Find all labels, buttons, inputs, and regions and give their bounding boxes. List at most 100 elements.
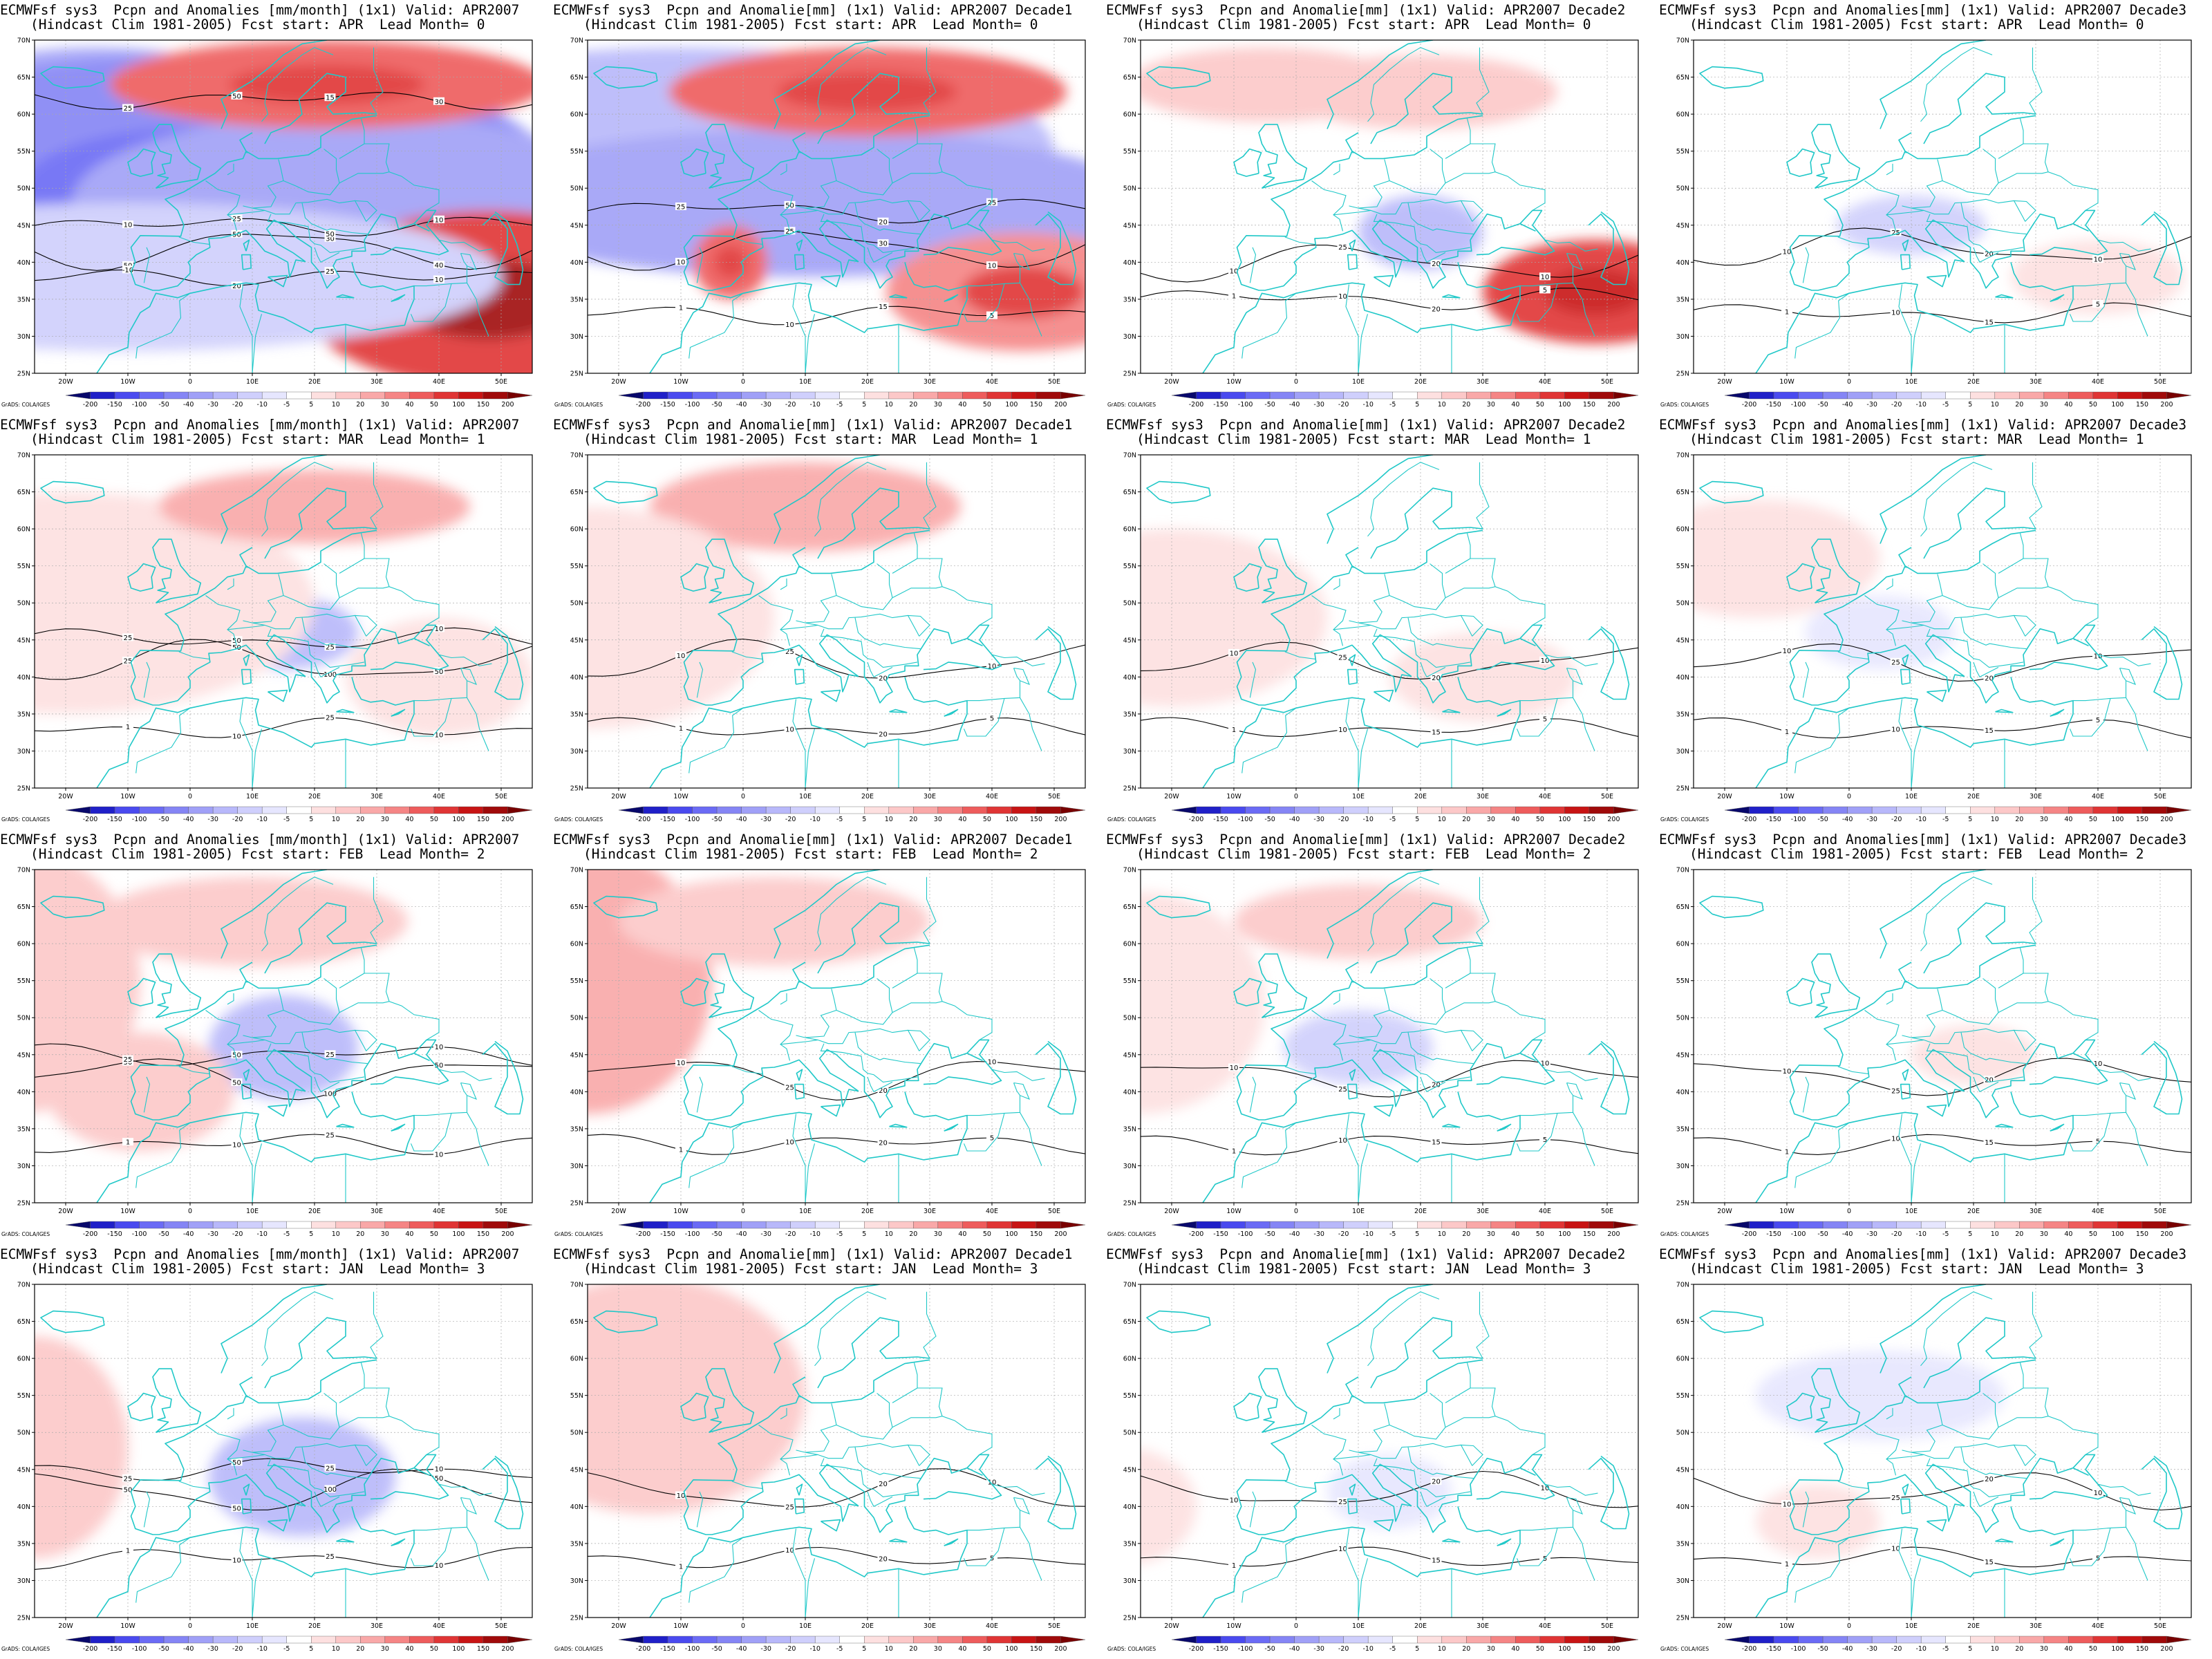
colorbar-label: -40 <box>736 1645 747 1653</box>
colorbar-swatch <box>1060 1221 1086 1229</box>
coastline <box>127 148 156 177</box>
coastline <box>1345 115 1483 160</box>
colorbar-swatch <box>1368 1635 1393 1644</box>
coastline <box>1927 1519 1947 1532</box>
country-border <box>1911 1143 1922 1203</box>
colorbar-label: 5 <box>862 401 866 409</box>
anomaly-shading <box>1694 499 1955 670</box>
colorbar-swatch <box>433 1635 459 1644</box>
colorbar-swatch <box>409 391 435 400</box>
lon-tick-label: 20W <box>58 378 73 386</box>
coastline <box>40 66 105 89</box>
country-border <box>1886 209 1924 216</box>
colorbar-label: 100 <box>1558 816 1571 823</box>
lon-tick-label: 10W <box>1226 378 1241 386</box>
country-border <box>2069 283 2111 322</box>
colorbar-label: -20 <box>785 401 796 409</box>
grads-credit: GrADS: COLA/IGES <box>1660 816 1709 823</box>
lon-tick-label: 20W <box>1717 378 1732 386</box>
colorbar-swatch <box>1749 806 1774 814</box>
lon-tick-label: 20W <box>1717 1622 1732 1630</box>
lon-tick-label: 30E <box>371 378 383 386</box>
colorbar-swatch <box>335 806 361 814</box>
colorbar-label: -20 <box>1338 401 1349 409</box>
lon-tick-label: 50E <box>2154 1622 2166 1630</box>
country-border <box>780 578 787 590</box>
colorbar-swatch <box>1896 391 1922 400</box>
lat-tick-label: 65N <box>17 74 30 82</box>
coastline <box>221 1284 328 1374</box>
contour-label-bg <box>231 1458 243 1466</box>
country-border <box>2029 1291 2043 1359</box>
map-frame <box>1693 454 2192 789</box>
country-border <box>1311 1425 1347 1476</box>
coastline <box>944 1538 959 1546</box>
contour-label-bg <box>675 651 686 659</box>
lat-tick-label: 65N <box>1123 489 1136 496</box>
coastline <box>243 654 250 666</box>
country-border <box>261 462 334 537</box>
colorbar-swatch <box>114 806 140 814</box>
contour-label-bg <box>986 261 997 270</box>
coastline <box>241 1498 252 1515</box>
coastline <box>705 124 755 189</box>
colorbar-swatch <box>482 391 508 400</box>
colorbar-swatch <box>1466 391 1492 400</box>
map-panel: ECMWFsf sys3 Pcpn and Anomalies[mm] (1x1… <box>1659 415 2212 830</box>
lon-tick-label: 0 <box>1294 1208 1298 1215</box>
lat-tick-label: 40N <box>1676 674 1689 682</box>
country-border <box>2126 1112 2148 1166</box>
colorbar-label: 20 <box>909 816 917 823</box>
colorbar-swatch <box>1294 391 1320 400</box>
coastline <box>221 40 328 129</box>
coastline <box>1789 980 2108 1121</box>
colorbar-label: 30 <box>934 1645 942 1653</box>
contour-label-bg <box>231 214 243 223</box>
country-border <box>1837 651 1869 660</box>
colorbar-swatch <box>1588 391 1614 400</box>
coastline <box>680 148 709 177</box>
colorbar-label: -10 <box>1915 1645 1927 1653</box>
colorbar-label: 100 <box>1005 1645 1018 1653</box>
lat-tick-label: 30N <box>17 1163 30 1170</box>
colorbar-label: -30 <box>1313 816 1324 823</box>
colorbar-label: -40 <box>1842 401 1853 409</box>
colorbar-swatch <box>114 1635 140 1644</box>
grads-credit: GrADS: COLA/IGES <box>1107 1646 1156 1652</box>
coastline <box>221 455 328 544</box>
colorbar: -200 -150 -100 -50 -40 -30 -20 -10 -5 5 10 20 30 40 50… <box>65 1635 533 1653</box>
country-border <box>820 1458 829 1466</box>
coastline <box>683 1395 1002 1535</box>
coastline <box>1811 124 1861 189</box>
country-border <box>1407 617 1474 650</box>
lon-tick-label: 30E <box>1477 1208 1489 1215</box>
contour-line <box>588 1061 1085 1100</box>
colorbar-swatch <box>1441 1635 1467 1644</box>
panel-title-line1: ECMWFsf sys3 Pcpn and Anomalies[mm] (1x1… <box>1659 1246 2187 1262</box>
colorbar-label: -50 <box>158 1645 169 1653</box>
country-border <box>252 198 367 222</box>
colorbar-swatch <box>1564 1635 1590 1644</box>
colorbar-label: -100 <box>132 1230 147 1238</box>
colorbar-swatch <box>1847 1221 1873 1229</box>
map-frame <box>587 39 1086 374</box>
colorbar-label: 10 <box>885 401 893 409</box>
contour-label-bg <box>1337 1497 1349 1506</box>
colorbar-swatch <box>839 806 865 814</box>
colorbar-label: 10 <box>1991 816 1999 823</box>
contour-label: 10 <box>435 276 444 284</box>
colorbar-label: -20 <box>232 1645 243 1653</box>
colorbar-label: -30 <box>1866 1645 1877 1653</box>
country-border <box>1407 1032 1474 1065</box>
contour-label: 100 <box>324 1091 337 1098</box>
colorbar-label: 20 <box>1462 816 1470 823</box>
contour-label: 10 <box>1783 1501 1792 1509</box>
colorbar-swatch <box>409 806 435 814</box>
country-border <box>963 1528 1005 1566</box>
lat-tick-label: 35N <box>1123 296 1136 303</box>
country-border <box>2069 1528 2111 1566</box>
coastline <box>482 1040 524 1115</box>
country-border <box>243 988 284 1038</box>
